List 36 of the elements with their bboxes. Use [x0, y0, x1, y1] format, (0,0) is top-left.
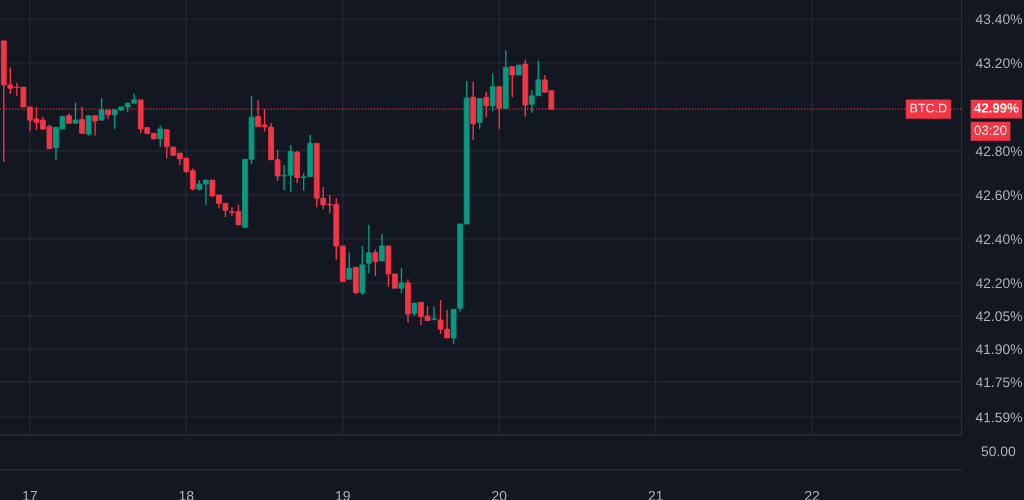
x-tick-label: 17: [23, 491, 37, 500]
text: 42.99%: [974, 103, 1019, 113]
candlestick: [157, 125, 164, 148]
y-tick-label: 42.40%: [975, 234, 1023, 245]
y-tick-label: 41.75%: [975, 377, 1023, 388]
y-tick-label: 42.05%: [975, 311, 1023, 322]
candlestick: [366, 224, 372, 274]
y-tick-label: 43.40%: [975, 14, 1023, 25]
candlestick: [92, 115, 98, 137]
candlestick: [431, 306, 437, 322]
y-tick-label: 41.90%: [975, 344, 1023, 355]
candlestick: [163, 128, 170, 159]
x-tick-label: 21: [648, 490, 663, 500]
x-tick-label: 22: [805, 490, 820, 500]
text: 03:20: [974, 125, 1007, 135]
y-tick-label: 42.20%: [975, 278, 1023, 289]
candlestick: [489, 72, 496, 113]
ref-line-label: BTC.D: [910, 103, 947, 113]
candlestick: [72, 101, 79, 124]
candlestick: [398, 267, 405, 294]
y-tick-label: 43.20%: [975, 58, 1023, 69]
candlestick: [476, 97, 483, 130]
y-tick-label: 42.80%: [975, 146, 1023, 157]
y-tick-label: 42.60%: [975, 190, 1023, 201]
candlestick: [346, 251, 353, 280]
x-tick-label: 19: [336, 490, 350, 500]
candlestick: [98, 97, 105, 121]
candlestick: [79, 106, 85, 135]
text: 50.00: [981, 446, 1016, 457]
candlestick: [372, 248, 379, 277]
candlestick: [85, 115, 92, 137]
x-tick-label: 20: [492, 490, 507, 500]
candlestick: [509, 65, 516, 98]
x-tick-label: 18: [179, 490, 194, 500]
candlestick: [379, 233, 385, 262]
y-tick-label: 41.59%: [975, 412, 1023, 423]
